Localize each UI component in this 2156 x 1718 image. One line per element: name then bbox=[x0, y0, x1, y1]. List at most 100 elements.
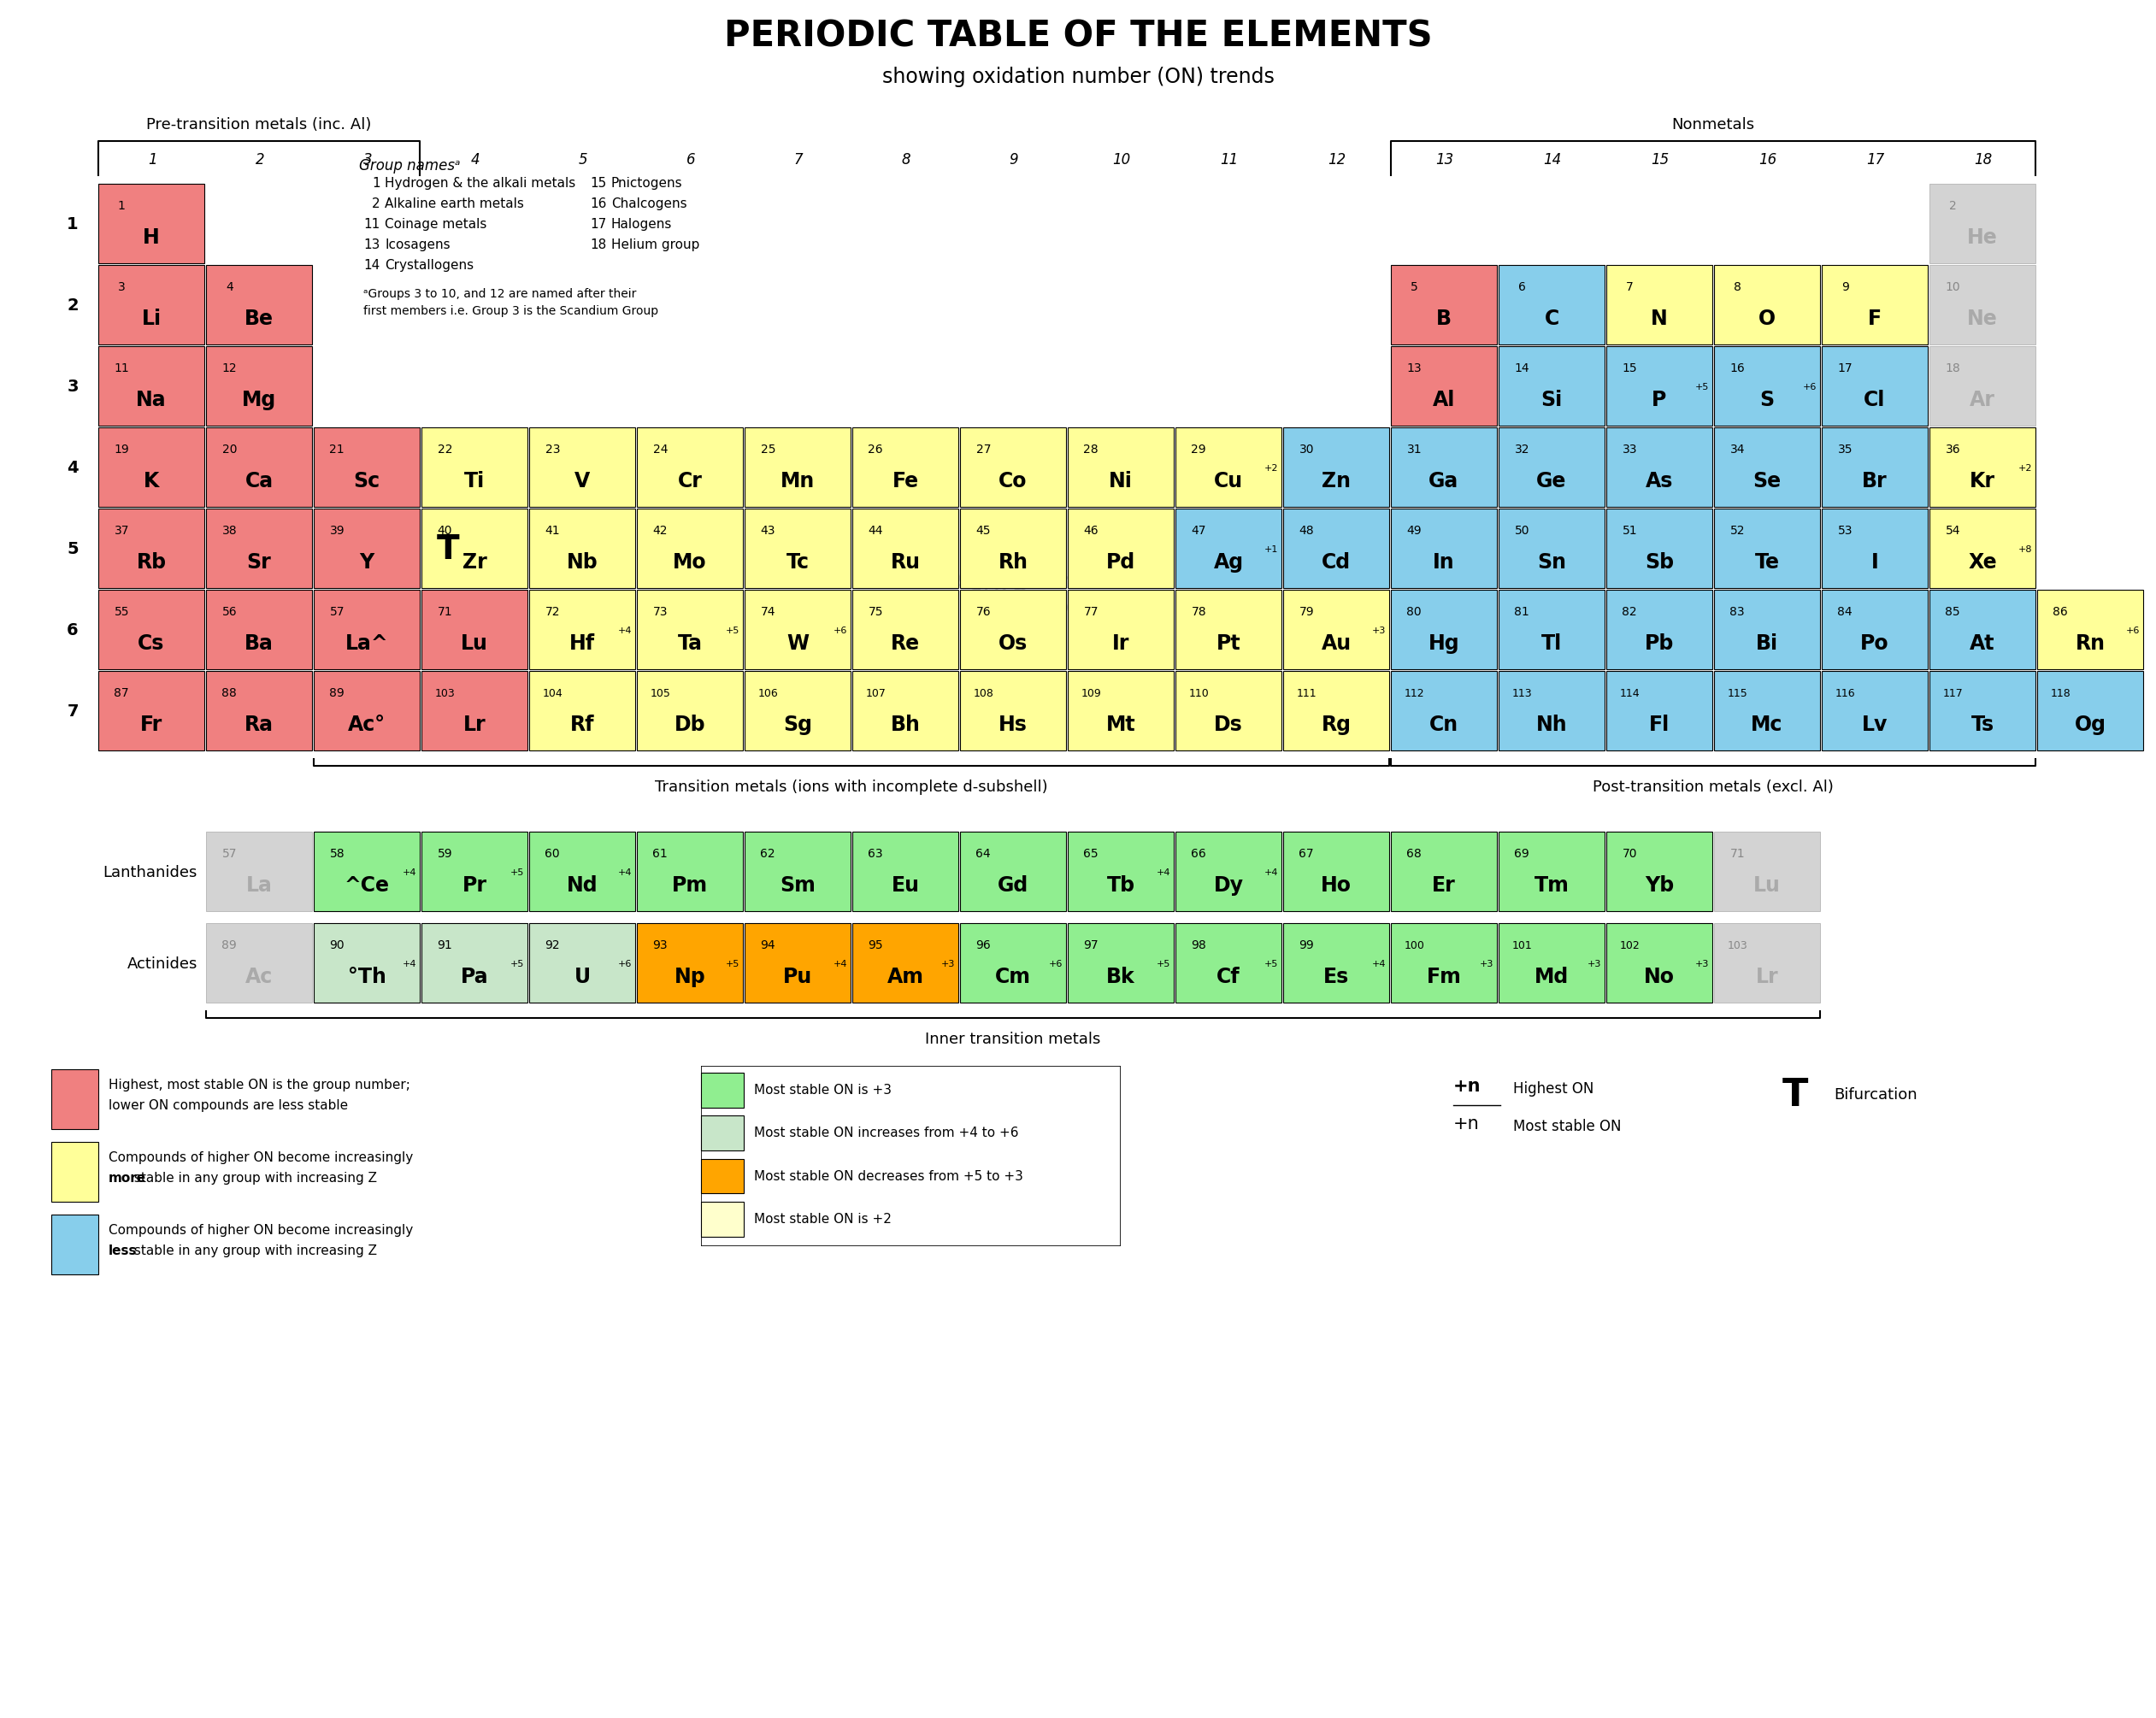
Text: 72: 72 bbox=[545, 606, 561, 618]
Text: 42: 42 bbox=[653, 524, 668, 536]
Text: Po: Po bbox=[1861, 634, 1889, 655]
Text: Nonmetals: Nonmetals bbox=[1671, 117, 1755, 132]
Text: Pb: Pb bbox=[1645, 634, 1673, 655]
Text: Pu: Pu bbox=[783, 967, 813, 988]
Text: Lu: Lu bbox=[461, 634, 487, 655]
Text: 95: 95 bbox=[869, 940, 884, 952]
Bar bbox=[1391, 265, 1496, 344]
Bar bbox=[1606, 589, 1712, 670]
Text: Re: Re bbox=[890, 634, 921, 655]
Text: K: K bbox=[144, 471, 160, 491]
Text: +5: +5 bbox=[511, 869, 524, 878]
Bar bbox=[852, 589, 957, 670]
Bar bbox=[701, 1072, 744, 1108]
Text: +5: +5 bbox=[1158, 960, 1171, 969]
Text: Rh: Rh bbox=[998, 553, 1028, 572]
Text: 4: 4 bbox=[67, 460, 78, 476]
Text: 46: 46 bbox=[1084, 524, 1100, 536]
Text: 17: 17 bbox=[1837, 362, 1852, 375]
Bar bbox=[528, 428, 636, 507]
Bar bbox=[636, 832, 744, 911]
Text: O: O bbox=[1759, 309, 1777, 330]
Text: 4: 4 bbox=[470, 153, 481, 168]
Text: 111: 111 bbox=[1296, 687, 1317, 699]
Bar bbox=[959, 672, 1065, 751]
Bar bbox=[1930, 672, 2035, 751]
Bar bbox=[207, 832, 313, 911]
Text: 18: 18 bbox=[1945, 362, 1960, 375]
Text: 10: 10 bbox=[1945, 282, 1960, 294]
Text: 108: 108 bbox=[972, 687, 994, 699]
Bar bbox=[744, 672, 852, 751]
Bar bbox=[1714, 345, 1820, 426]
Text: Er: Er bbox=[1432, 876, 1455, 897]
Text: Np: Np bbox=[675, 967, 705, 988]
Text: Cm: Cm bbox=[996, 967, 1031, 988]
Text: 21: 21 bbox=[330, 443, 345, 455]
Text: Nd: Nd bbox=[567, 876, 597, 897]
Text: Bi: Bi bbox=[1755, 634, 1779, 655]
Text: 40: 40 bbox=[438, 524, 453, 536]
Bar bbox=[207, 589, 313, 670]
Text: 57: 57 bbox=[330, 606, 345, 618]
Text: 8: 8 bbox=[901, 153, 910, 168]
Text: He: He bbox=[1966, 227, 1999, 247]
Text: 15: 15 bbox=[1621, 362, 1636, 375]
Text: Cl: Cl bbox=[1865, 390, 1886, 411]
Text: 73: 73 bbox=[653, 606, 668, 618]
Text: +4: +4 bbox=[1158, 869, 1171, 878]
Text: +4: +4 bbox=[1266, 869, 1279, 878]
Bar bbox=[1067, 923, 1173, 1003]
Bar bbox=[1283, 428, 1388, 507]
Bar bbox=[52, 1215, 99, 1275]
Text: Tl: Tl bbox=[1542, 634, 1561, 655]
Bar bbox=[744, 589, 852, 670]
Text: 61: 61 bbox=[653, 849, 668, 861]
Text: 13: 13 bbox=[1436, 153, 1453, 168]
Bar bbox=[701, 1160, 744, 1194]
Bar bbox=[1930, 428, 2035, 507]
Text: 1: 1 bbox=[373, 177, 379, 189]
Text: +6: +6 bbox=[2126, 627, 2141, 636]
Text: Bk: Bk bbox=[1106, 967, 1136, 988]
Bar bbox=[744, 428, 852, 507]
Text: Te: Te bbox=[1755, 553, 1779, 572]
Bar bbox=[528, 832, 636, 911]
Text: stable in any group with increasing Z: stable in any group with increasing Z bbox=[129, 1244, 377, 1258]
Bar bbox=[99, 428, 205, 507]
Text: Hs: Hs bbox=[998, 715, 1028, 735]
Bar bbox=[852, 672, 957, 751]
Text: Co: Co bbox=[998, 471, 1028, 491]
Text: La: La bbox=[246, 876, 272, 897]
Bar bbox=[1175, 923, 1281, 1003]
Bar bbox=[99, 509, 205, 588]
Bar bbox=[528, 672, 636, 751]
Text: Hydrogen & the alkali metals: Hydrogen & the alkali metals bbox=[384, 177, 576, 189]
Text: 23: 23 bbox=[545, 443, 561, 455]
Text: Eu: Eu bbox=[890, 876, 918, 897]
Bar bbox=[744, 509, 852, 588]
Text: 6: 6 bbox=[67, 622, 78, 639]
Text: La^: La^ bbox=[345, 634, 388, 655]
Bar bbox=[852, 509, 957, 588]
Bar bbox=[1498, 832, 1604, 911]
Text: N: N bbox=[1651, 309, 1669, 330]
Text: Pm: Pm bbox=[673, 876, 707, 897]
Text: Tc: Tc bbox=[787, 553, 808, 572]
Bar bbox=[420, 672, 528, 751]
Bar bbox=[99, 672, 205, 751]
Text: Rb: Rb bbox=[136, 553, 166, 572]
Text: Ar: Ar bbox=[1971, 390, 1994, 411]
Text: 18: 18 bbox=[591, 239, 608, 251]
Bar bbox=[420, 589, 528, 670]
Text: 78: 78 bbox=[1192, 606, 1207, 618]
Text: 2: 2 bbox=[254, 153, 265, 168]
Text: 100: 100 bbox=[1404, 940, 1425, 952]
Text: Cn: Cn bbox=[1429, 715, 1457, 735]
Text: 24: 24 bbox=[653, 443, 668, 455]
Text: P: P bbox=[1651, 390, 1667, 411]
Bar bbox=[1714, 832, 1820, 911]
Text: Bifurcation: Bifurcation bbox=[1835, 1087, 1917, 1103]
Text: 109: 109 bbox=[1080, 687, 1102, 699]
Bar bbox=[636, 672, 744, 751]
